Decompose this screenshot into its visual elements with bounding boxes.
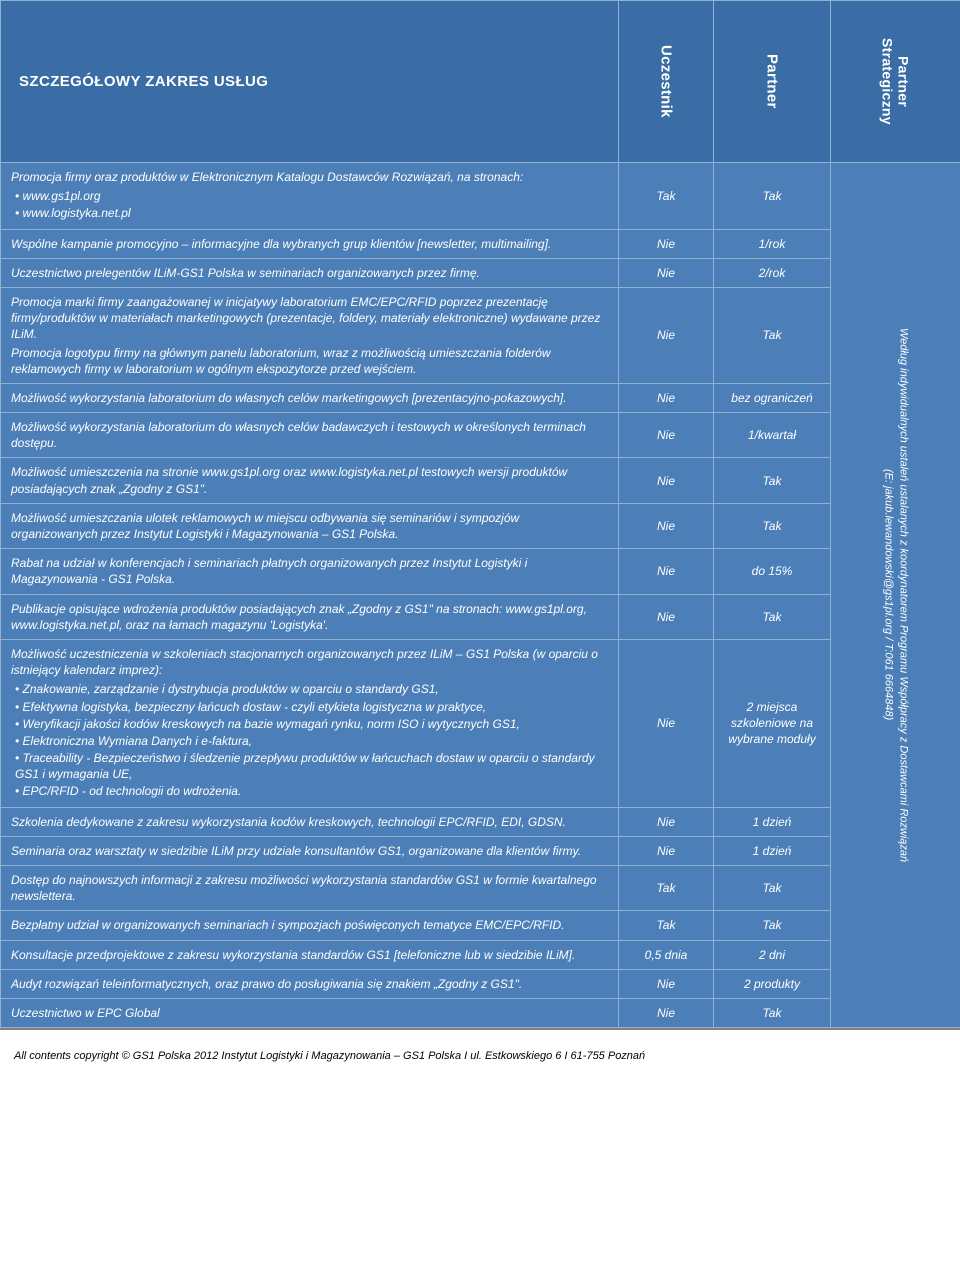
table-row: Uczestnictwo prelegentów ILiM-GS1 Polska… — [1, 258, 960, 287]
service-description: Seminaria oraz warsztaty w siedzibie ILi… — [1, 836, 619, 865]
value-partner: Tak — [714, 458, 831, 503]
header-col-partner: Partner — [714, 1, 831, 163]
value-uczestnik: Nie — [619, 287, 714, 383]
service-description: Audyt rozwiązań teleinformatycznych, ora… — [1, 969, 619, 998]
value-uczestnik: Nie — [619, 594, 714, 639]
service-description: Szkolenia dedykowane z zakresu wykorzyst… — [1, 807, 619, 836]
header-col-partner-strategiczny: PartnerStrategiczny — [831, 1, 960, 163]
value-uczestnik: Nie — [619, 229, 714, 258]
value-partner: Tak — [714, 503, 831, 548]
value-uczestnik: Nie — [619, 639, 714, 807]
table-row: Bezpłatny udział w organizowanych semina… — [1, 911, 960, 940]
value-uczestnik: 0,5 dnia — [619, 940, 714, 969]
footer-copyright: All contents copyright © GS1 Polska 2012… — [0, 1028, 960, 1072]
value-partner: Tak — [714, 594, 831, 639]
service-description: Wspólne kampanie promocyjno – informacyj… — [1, 229, 619, 258]
value-uczestnik: Nie — [619, 383, 714, 412]
table-row: Konsultacje przedprojektowe z zakresu wy… — [1, 940, 960, 969]
service-description: Dostęp do najnowszych informacji z zakre… — [1, 866, 619, 911]
value-partner: 2 produkty — [714, 969, 831, 998]
service-description: Rabat na udział w konferencjach i semina… — [1, 549, 619, 594]
service-description: Bezpłatny udział w organizowanych semina… — [1, 911, 619, 940]
table-row: Możliwość wykorzystania laboratorium do … — [1, 413, 960, 458]
service-description: Konsultacje przedprojektowe z zakresu wy… — [1, 940, 619, 969]
services-table: SZCZEGÓŁOWY ZAKRES USŁUG Uczestnik Partn… — [0, 0, 960, 1028]
table-row: Dostęp do najnowszych informacji z zakre… — [1, 866, 960, 911]
value-uczestnik: Nie — [619, 836, 714, 865]
service-description: Możliwość umieszczania ulotek reklamowyc… — [1, 503, 619, 548]
table-row: Możliwość uczestniczenia w szkoleniach s… — [1, 639, 960, 807]
value-partner: 1 dzień — [714, 836, 831, 865]
table-row: Możliwość umieszczania ulotek reklamowyc… — [1, 503, 960, 548]
value-uczestnik: Tak — [619, 866, 714, 911]
value-partner: 1 dzień — [714, 807, 831, 836]
value-partner: Tak — [714, 911, 831, 940]
value-uczestnik: Nie — [619, 458, 714, 503]
service-description: Możliwość umieszczenia na stronie www.gs… — [1, 458, 619, 503]
value-uczestnik: Tak — [619, 911, 714, 940]
value-partner: bez ograniczeń — [714, 383, 831, 412]
value-uczestnik: Nie — [619, 998, 714, 1027]
service-description: Możliwość uczestniczenia w szkoleniach s… — [1, 639, 619, 807]
value-partner: Tak — [714, 866, 831, 911]
value-partner: Tak — [714, 998, 831, 1027]
header-title: SZCZEGÓŁOWY ZAKRES USŁUG — [1, 1, 619, 163]
service-description: Promocja firmy oraz produktów w Elektron… — [1, 163, 619, 230]
table-row: Publikacje opisujące wdrożenia produktów… — [1, 594, 960, 639]
value-partner: do 15% — [714, 549, 831, 594]
value-uczestnik: Nie — [619, 258, 714, 287]
value-partner: Tak — [714, 287, 831, 383]
value-uczestnik: Nie — [619, 413, 714, 458]
value-uczestnik: Nie — [619, 807, 714, 836]
header-col-uczestnik: Uczestnik — [619, 1, 714, 163]
table-row: Możliwość umieszczenia na stronie www.gs… — [1, 458, 960, 503]
service-description: Możliwość wykorzystania laboratorium do … — [1, 413, 619, 458]
service-description: Możliwość wykorzystania laboratorium do … — [1, 383, 619, 412]
table-row: Audyt rozwiązań teleinformatycznych, ora… — [1, 969, 960, 998]
table-row: Możliwość wykorzystania laboratorium do … — [1, 383, 960, 412]
value-uczestnik: Nie — [619, 969, 714, 998]
value-partner: 1/rok — [714, 229, 831, 258]
value-partner: 1/kwartał — [714, 413, 831, 458]
service-description: Uczestnictwo w EPC Global — [1, 998, 619, 1027]
table-row: Rabat na udział w konferencjach i semina… — [1, 549, 960, 594]
value-partner: 2/rok — [714, 258, 831, 287]
value-partner: 2 miejsca szkoleniowe na wybrane moduły — [714, 639, 831, 807]
service-description: Uczestnictwo prelegentów ILiM-GS1 Polska… — [1, 258, 619, 287]
value-uczestnik: Nie — [619, 549, 714, 594]
table-row: Wspólne kampanie promocyjno – informacyj… — [1, 229, 960, 258]
table-row: Szkolenia dedykowane z zakresu wykorzyst… — [1, 807, 960, 836]
table-row: Seminaria oraz warsztaty w siedzibie ILi… — [1, 836, 960, 865]
service-description: Promocja marki firmy zaangażowanej w ini… — [1, 287, 619, 383]
value-partner: Tak — [714, 163, 831, 230]
value-uczestnik: Tak — [619, 163, 714, 230]
table-row: Promocja marki firmy zaangażowanej w ini… — [1, 287, 960, 383]
value-partner-strategiczny: Według indywidualnych ustaleń ustalanych… — [831, 163, 960, 1028]
value-partner: 2 dni — [714, 940, 831, 969]
table-row: Uczestnictwo w EPC GlobalNieTak — [1, 998, 960, 1027]
value-uczestnik: Nie — [619, 503, 714, 548]
table-row: Promocja firmy oraz produktów w Elektron… — [1, 163, 960, 230]
table-header-row: SZCZEGÓŁOWY ZAKRES USŁUG Uczestnik Partn… — [1, 1, 960, 163]
service-description: Publikacje opisujące wdrożenia produktów… — [1, 594, 619, 639]
